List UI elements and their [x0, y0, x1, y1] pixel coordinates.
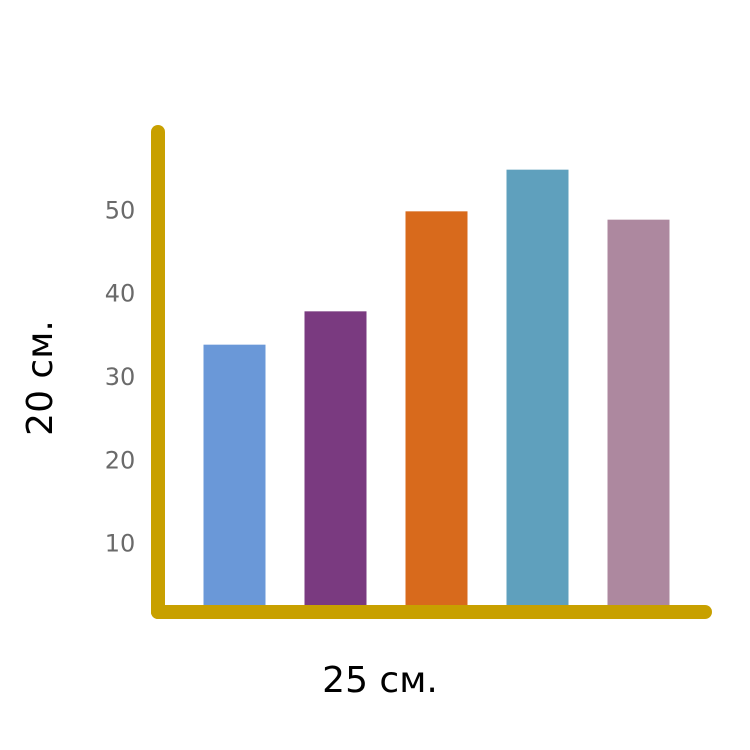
y-tick-label: 50	[105, 196, 136, 224]
x-axis-label: 25 см.	[322, 660, 438, 701]
bar	[607, 219, 670, 617]
y-tick-label: 10	[105, 530, 136, 558]
y-tick-label: 30	[105, 363, 136, 391]
bar	[405, 211, 468, 618]
bar	[304, 311, 367, 617]
bar	[506, 169, 569, 617]
y-tick-label: 40	[105, 280, 136, 308]
y-axis-label: 20 см.	[20, 320, 61, 436]
bar	[203, 344, 266, 617]
y-tick-label: 20	[105, 446, 136, 474]
plot	[203, 169, 670, 618]
